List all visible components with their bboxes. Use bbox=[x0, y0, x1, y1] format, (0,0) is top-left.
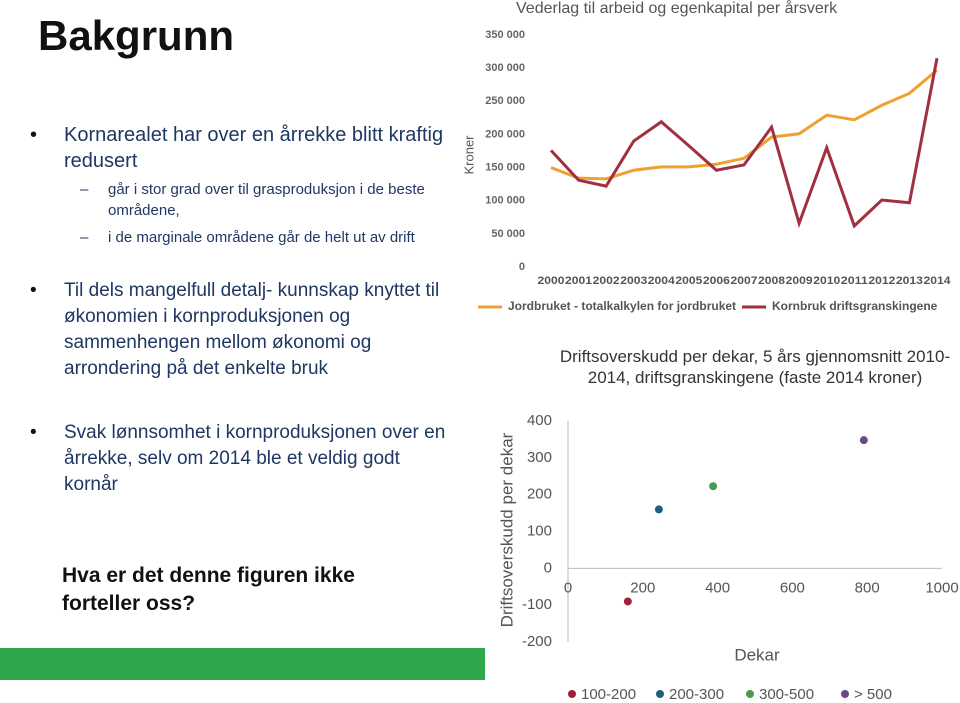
x-tick-label: 2011 bbox=[841, 275, 868, 287]
chart-title: Vederlag til arbeid og egenkapital per å… bbox=[516, 0, 838, 17]
x-tick-label: 2003 bbox=[620, 275, 647, 287]
x-tick-label: 2000 bbox=[538, 275, 565, 287]
series-line bbox=[549, 57, 939, 229]
x-tick-label: 2009 bbox=[786, 275, 813, 287]
legend-swatch bbox=[841, 690, 849, 698]
y-tick-label: 50 000 bbox=[491, 228, 525, 240]
y-tick-label: 400 bbox=[527, 412, 552, 429]
bullet: Til dels mangelfull detalj- kunnskap kny… bbox=[30, 278, 464, 382]
legend-label: 100-200 bbox=[581, 686, 636, 703]
y-tick-label: 0 bbox=[544, 559, 552, 576]
x-tick-label: 2007 bbox=[731, 275, 758, 287]
x-tick-label: 2008 bbox=[758, 275, 785, 287]
x-tick-label: 2012 bbox=[868, 275, 895, 287]
point bbox=[654, 505, 663, 514]
y-axis-label: Driftsoverskudd per dekar bbox=[497, 432, 516, 627]
point bbox=[859, 436, 868, 445]
y-axis-label: Kroner bbox=[461, 135, 476, 175]
y-tick-label: 100 000 bbox=[485, 195, 525, 207]
sub-bullet: i de marginale områdene går de helt ut a… bbox=[80, 227, 468, 248]
green-band bbox=[0, 648, 485, 680]
legend-swatch bbox=[568, 690, 576, 698]
legend-label: Jordbruket - totalkalkylen for jordbruke… bbox=[508, 299, 736, 313]
sub-bullet: går i stor grad over til grasproduksjon … bbox=[80, 179, 468, 221]
y-tick-label: -200 bbox=[522, 633, 552, 650]
x-tick-label: 800 bbox=[855, 579, 880, 596]
x-tick-label: 2002 bbox=[593, 275, 620, 287]
chart-title: Driftsoverskudd per dekar, 5 års gjennom… bbox=[559, 347, 951, 387]
x-tick-label: 2014 bbox=[924, 275, 952, 287]
bullet: Svak lønnsomhet i kornproduksjonen over … bbox=[30, 420, 454, 498]
point bbox=[709, 482, 718, 491]
series-line bbox=[550, 68, 938, 181]
y-tick-label: 0 bbox=[519, 261, 525, 273]
question: Hva er det denne figuren ikke forteller … bbox=[62, 564, 355, 615]
x-axis-label: Dekar bbox=[734, 645, 780, 664]
y-tick-label: 300 bbox=[527, 449, 552, 466]
x-tick-label: 1000 bbox=[925, 579, 958, 596]
legend-label: Kornbruk driftsgranskingene bbox=[772, 299, 938, 313]
x-tick-label: 2013 bbox=[896, 275, 923, 287]
y-tick-label: 350 000 bbox=[485, 29, 525, 41]
y-tick-label: 100 bbox=[527, 522, 552, 539]
x-tick-label: 2005 bbox=[675, 275, 702, 287]
y-tick-label: 200 bbox=[527, 486, 552, 503]
legend-label: 300-500 bbox=[759, 686, 814, 703]
sub-list: går i stor grad over til grasproduksjon … bbox=[80, 179, 468, 248]
x-tick-label: 2004 bbox=[648, 275, 676, 287]
y-tick-label: 250 000 bbox=[485, 95, 525, 107]
x-tick-label: 400 bbox=[705, 579, 730, 596]
legend-swatch bbox=[746, 690, 754, 698]
x-tick-label: 200 bbox=[630, 579, 655, 596]
legend-label: > 500 bbox=[854, 686, 892, 703]
x-tick-label: 2010 bbox=[813, 275, 840, 287]
slide-title: Bakgrunn bbox=[38, 12, 235, 59]
x-tick-label: 0 bbox=[564, 579, 572, 596]
y-tick-label: -100 bbox=[522, 596, 552, 613]
point bbox=[623, 597, 632, 606]
bullet: Kornarealet har over en årrekke blitt kr… bbox=[30, 122, 444, 254]
x-tick-label: 2001 bbox=[565, 275, 592, 287]
y-tick-label: 300 000 bbox=[485, 62, 525, 74]
y-tick-label: 200 000 bbox=[485, 128, 525, 140]
x-tick-label: 600 bbox=[780, 579, 805, 596]
x-tick-label: 2006 bbox=[703, 275, 730, 287]
y-tick-label: 150 000 bbox=[485, 161, 525, 173]
bullet-text: Kornarealet har over en årrekke blitt kr… bbox=[64, 124, 444, 172]
legend-swatch bbox=[656, 690, 664, 698]
legend-label: 200-300 bbox=[669, 686, 724, 703]
